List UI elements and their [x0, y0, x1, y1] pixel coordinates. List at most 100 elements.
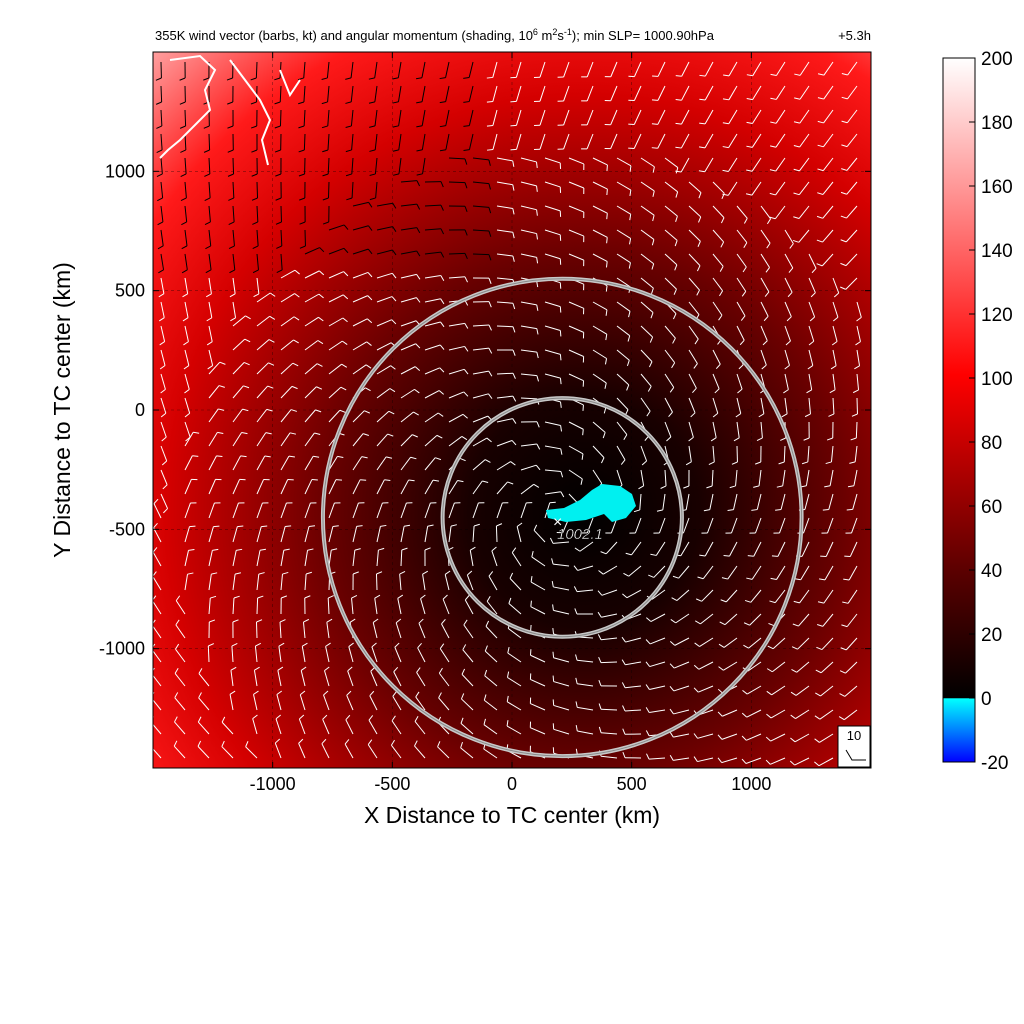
wind-barb-flag	[488, 347, 493, 354]
wind-barb	[577, 706, 594, 711]
wind-barb-flag	[252, 221, 259, 225]
wind-barb	[775, 85, 786, 100]
wind-barb	[709, 493, 714, 510]
wind-barb	[664, 325, 676, 339]
wind-barb	[374, 85, 378, 102]
wind-barb	[344, 743, 354, 759]
wind-barb-flag	[482, 480, 489, 483]
wind-barb	[616, 277, 631, 288]
wind-barb	[772, 637, 786, 650]
x-tick-label: -1000	[250, 774, 296, 794]
wind-barb-flag	[741, 758, 747, 764]
wind-barb-flag	[606, 188, 608, 196]
wind-barb	[808, 301, 816, 318]
wind-barb-flag	[464, 182, 468, 189]
wind-barb-flag	[769, 216, 776, 220]
wind-barb	[424, 251, 441, 255]
wind-barb	[515, 61, 522, 78]
wind-barb	[422, 157, 426, 174]
wind-barb	[400, 320, 417, 327]
wind-barb	[616, 349, 630, 361]
wind-barb	[328, 502, 335, 519]
wind-barb-flag	[792, 623, 799, 627]
wind-barb-flag	[826, 437, 833, 441]
wind-barb-flag	[319, 247, 325, 253]
wind-barb	[592, 325, 608, 335]
wind-barb	[496, 301, 513, 304]
wind-barb	[208, 598, 211, 615]
wind-barb	[616, 397, 629, 410]
wind-barb	[823, 589, 834, 604]
wind-barb-flag	[392, 226, 397, 232]
wind-barb	[544, 373, 561, 379]
wind-barb	[232, 205, 235, 222]
wind-barb	[702, 565, 714, 580]
wind-barb-flag	[156, 149, 163, 153]
wind-barb-flag	[360, 479, 367, 481]
wind-barb	[721, 757, 738, 764]
wind-barb-flag	[440, 298, 445, 305]
wind-barb	[304, 479, 313, 495]
wind-barb	[424, 502, 431, 519]
wind-barb	[760, 229, 771, 244]
wind-barb	[496, 440, 513, 447]
wind-barb-flag	[464, 158, 468, 165]
wind-barb	[832, 349, 837, 366]
wind-barb-flag	[536, 375, 540, 382]
wind-barb	[256, 479, 265, 495]
wind-barb-flag	[840, 262, 847, 267]
wind-barb	[328, 456, 338, 471]
wind-barb	[398, 157, 402, 174]
wind-barb	[544, 349, 561, 355]
wind-barb-flag	[245, 741, 249, 747]
wind-barb-flag	[575, 725, 578, 732]
wind-barb	[774, 589, 786, 603]
wind-barb	[728, 109, 738, 124]
wind-barb	[328, 526, 334, 543]
wind-barb	[633, 61, 642, 77]
wind-barb-flag	[843, 578, 850, 581]
wind-barb-flag	[464, 206, 468, 213]
wind-barb-flag	[470, 546, 476, 551]
wind-barb	[852, 493, 858, 510]
wind-barb-flag	[438, 692, 442, 699]
wind-barb	[496, 418, 513, 423]
wind-barb	[280, 339, 294, 351]
wind-barb	[832, 325, 838, 342]
wind-barb	[712, 229, 724, 243]
wind-barb	[279, 109, 282, 127]
wind-barb	[544, 253, 561, 260]
wind-barb-flag	[391, 296, 397, 302]
wind-barb-flag	[180, 149, 187, 153]
wind-barb	[208, 229, 212, 246]
wind-barb-flag	[331, 548, 338, 551]
wind-barb	[728, 133, 738, 148]
wind-barb-flag	[291, 385, 298, 390]
wind-barb-flag	[305, 571, 312, 575]
wind-barb-flag	[158, 293, 165, 298]
wind-barb	[232, 550, 237, 567]
wind-barb-flag	[371, 642, 377, 648]
wind-barb-flag	[693, 664, 700, 670]
wind-barb	[688, 325, 699, 340]
wind-barb	[328, 317, 344, 327]
wind-barb	[352, 550, 356, 567]
wind-barb-flag	[462, 413, 468, 419]
wind-barb	[823, 109, 834, 124]
wind-barb-flag	[401, 547, 408, 551]
wind-barb	[633, 85, 642, 101]
wind-barb-flag	[321, 101, 328, 105]
wind-barb	[577, 565, 594, 571]
wind-barb	[448, 480, 458, 495]
wind-barb	[444, 574, 450, 591]
wind-barb-flag	[304, 595, 311, 599]
wind-barb	[400, 411, 414, 423]
wind-barb	[469, 550, 474, 567]
wind-barb	[160, 229, 164, 246]
wind-barb-flag	[253, 690, 259, 695]
wind-barb-flag	[506, 720, 509, 727]
wind-barb	[275, 718, 282, 735]
wind-barb	[370, 671, 378, 687]
wind-barb	[846, 133, 858, 147]
wind-barb-flag	[831, 341, 838, 346]
